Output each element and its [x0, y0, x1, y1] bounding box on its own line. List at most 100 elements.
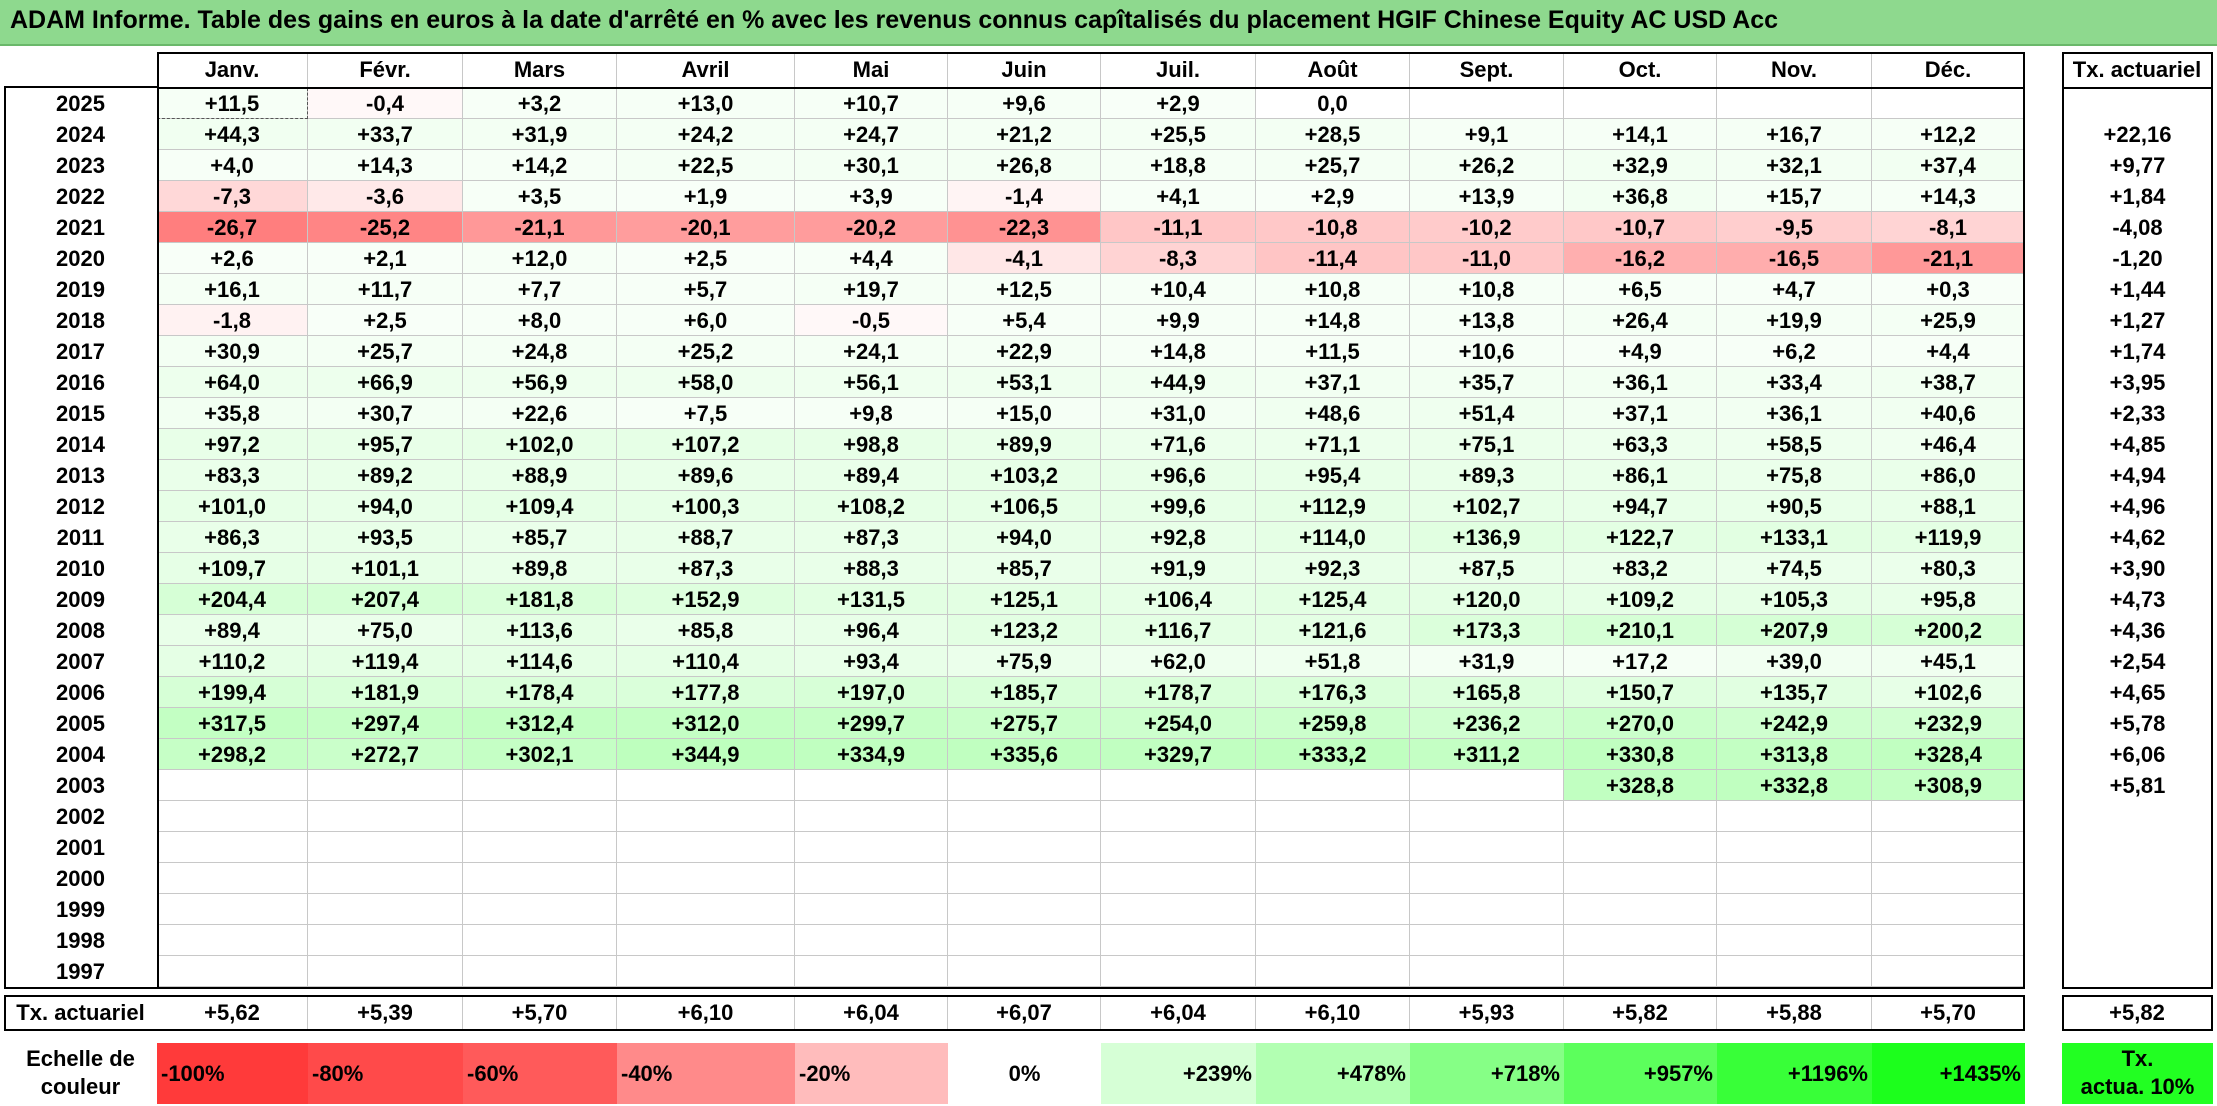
tx-actuariel-value: [2062, 925, 2213, 956]
current-cell-marker: [157, 88, 308, 119]
table-cell: +56,9: [463, 367, 617, 398]
table-cell: +39,0: [1717, 646, 1872, 677]
table-cell: +58,0: [617, 367, 795, 398]
table-cell: [1101, 925, 1256, 956]
table-cell: [948, 770, 1101, 801]
year-label: 2012: [56, 494, 105, 519]
year-label: 2024: [56, 122, 105, 147]
table-cell: +3,5: [463, 181, 617, 212]
table-cell: +133,1: [1717, 522, 1872, 553]
month-header: Févr.: [308, 52, 463, 88]
table-cell: [1872, 925, 2025, 956]
table-cell: +254,0: [1101, 708, 1256, 739]
table-cell: +25,2: [617, 336, 795, 367]
table-cell: +312,4: [463, 708, 617, 739]
table-cell: +103,2: [948, 460, 1101, 491]
tx-actuariel-value: +9,77: [2109, 153, 2166, 178]
tx-actuariel-value: +6,06: [2109, 742, 2166, 767]
table-cell: +106,4: [1101, 584, 1256, 615]
table-cell: +232,9: [1872, 708, 2025, 739]
table-cell: +25,9: [1872, 305, 2025, 336]
table-cell: +33,7: [308, 119, 463, 150]
table-cell: +1,9: [617, 181, 795, 212]
table-cell: +3,2: [463, 88, 617, 119]
footer-value: +5,70: [1872, 995, 2025, 1031]
year-label: 2016: [56, 370, 105, 395]
table-cell: +9,9: [1101, 305, 1256, 336]
table-cell: +11,7: [308, 274, 463, 305]
table-cell: +5,7: [617, 274, 795, 305]
table-cell: +4,4: [1872, 336, 2025, 367]
table-cell: -7,3: [157, 181, 308, 212]
table-cell: [1256, 770, 1410, 801]
table-cell: +97,2: [157, 429, 308, 460]
table-cell: +10,8: [1410, 274, 1564, 305]
table-cell: +105,3: [1717, 584, 1872, 615]
table-cell: +2,5: [308, 305, 463, 336]
table-cell: -10,8: [1256, 212, 1410, 243]
table-cell: +58,5: [1717, 429, 1872, 460]
table-cell: +101,1: [308, 553, 463, 584]
tx-actuariel-value: +4,65: [2109, 680, 2166, 705]
table-cell: +181,8: [463, 584, 617, 615]
table-cell: +33,4: [1717, 367, 1872, 398]
table-cell: +14,8: [1256, 305, 1410, 336]
table-cell: [617, 770, 795, 801]
tx-actuariel-value: [2062, 801, 2213, 832]
color-scale-swatch: -20%: [795, 1043, 948, 1104]
table-cell: +123,2: [948, 615, 1101, 646]
table-cell: +102,7: [1410, 491, 1564, 522]
tx-actuariel-value: +4,85: [2109, 432, 2166, 457]
year-label: 2015: [56, 401, 105, 426]
footer-value: +5,62: [157, 995, 308, 1031]
table-cell: +35,8: [157, 398, 308, 429]
table-cell: +40,6: [1872, 398, 2025, 429]
table-cell: [948, 832, 1101, 863]
table-cell: [948, 956, 1101, 987]
table-cell: +24,8: [463, 336, 617, 367]
table-cell: +22,5: [617, 150, 795, 181]
table-cell: [1717, 956, 1872, 987]
table-cell: [1410, 894, 1564, 925]
footer-tx-value: +5,82: [2062, 995, 2213, 1031]
year-label: 2000: [56, 866, 105, 891]
table-cell: -10,2: [1410, 212, 1564, 243]
table-cell: +197,0: [795, 677, 948, 708]
year-label: 1998: [56, 928, 105, 953]
table-cell: [948, 863, 1101, 894]
table-cell: +25,5: [1101, 119, 1256, 150]
table-cell: +26,4: [1564, 305, 1717, 336]
table-cell: +102,6: [1872, 677, 2025, 708]
table-cell: [1717, 88, 1872, 119]
table-cell: +112,9: [1256, 491, 1410, 522]
table-cell: +36,1: [1564, 367, 1717, 398]
table-cell: -0,4: [308, 88, 463, 119]
table-cell: +2,9: [1101, 88, 1256, 119]
table-cell: +302,1: [463, 739, 617, 770]
year-label: 1997: [56, 959, 105, 984]
month-header: Avril: [617, 52, 795, 88]
table-cell: [1256, 894, 1410, 925]
table-cell: [1101, 832, 1256, 863]
tx-actuariel-value: [2062, 894, 2213, 925]
table-cell: [157, 925, 308, 956]
table-cell: [463, 863, 617, 894]
footer-value: +6,04: [795, 995, 948, 1031]
table-cell: +95,4: [1256, 460, 1410, 491]
table-cell: -20,1: [617, 212, 795, 243]
year-label: 1999: [56, 897, 105, 922]
tx-scale-line1: Tx.: [2121, 1046, 2154, 1071]
table-cell: [308, 770, 463, 801]
table-cell: -8,3: [1101, 243, 1256, 274]
table-cell: +83,2: [1564, 553, 1717, 584]
table-cell: +86,3: [157, 522, 308, 553]
table-cell: +85,7: [463, 522, 617, 553]
table-cell: [795, 925, 948, 956]
table-cell: +14,1: [1564, 119, 1717, 150]
table-cell: [1564, 894, 1717, 925]
table-cell: +311,2: [1410, 739, 1564, 770]
table-cell: -11,4: [1256, 243, 1410, 274]
table-cell: [1564, 88, 1717, 119]
tx-actuariel-value: [2062, 863, 2213, 894]
